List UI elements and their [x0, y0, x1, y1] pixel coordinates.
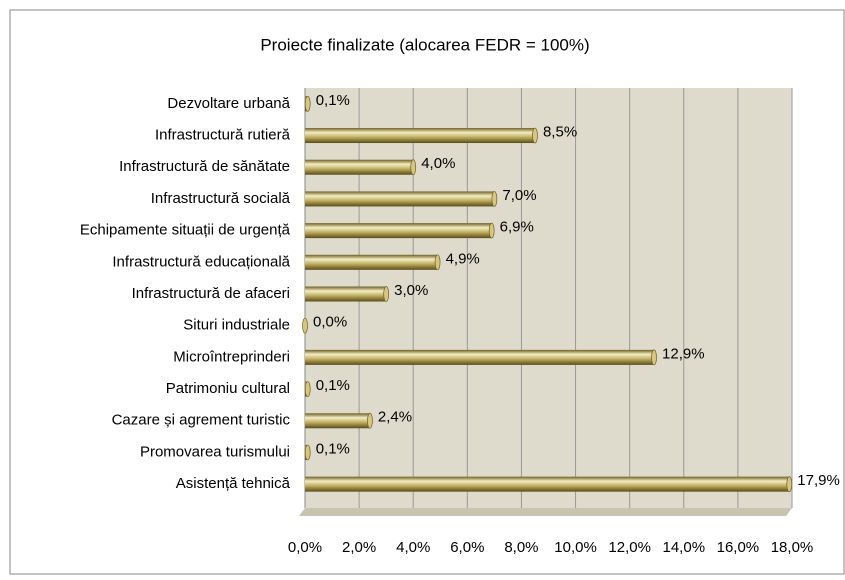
bar-cap: [532, 127, 538, 144]
bar-cap: [786, 476, 793, 493]
value-label: 12,9%: [662, 345, 705, 362]
bar-cap: [434, 254, 441, 271]
bar: [305, 254, 438, 270]
bar-cap: [383, 286, 390, 302]
value-label: 4,9%: [446, 250, 480, 267]
bar-cap: [304, 444, 311, 461]
x-tick-label: 10,0%: [554, 539, 597, 556]
y-tick-label: Dezvoltare urbană: [167, 95, 290, 112]
value-label: 2,4%: [378, 409, 412, 426]
value-label: 17,9%: [797, 472, 840, 489]
y-tick-label: Infrastructură rutieră: [155, 127, 291, 144]
y-tick-label: Infrastructură educațională: [112, 253, 290, 270]
value-label: 0,1%: [316, 92, 350, 109]
y-tick-label: Microîntreprinderi: [173, 348, 290, 365]
y-tick-label: Patrimoniu cultural: [166, 380, 290, 397]
y-tick-label: Cazare și agrement turistic: [112, 412, 291, 429]
chart-title: Proiecte finalizate (alocarea FEDR = 100…: [260, 35, 589, 54]
y-tick-label: Promovarea turismului: [140, 443, 290, 460]
x-tick-label: 2,0%: [342, 539, 376, 556]
value-label: 4,0%: [421, 155, 455, 172]
x-tick-label: 8,0%: [504, 539, 538, 556]
y-tick-label: Situri industriale: [183, 317, 290, 334]
plot-floor: [299, 508, 792, 516]
value-label: 7,0%: [502, 187, 536, 204]
bar-cap: [367, 412, 373, 429]
y-tick-label: Echipamente situații de urgență: [80, 222, 291, 239]
bar: [305, 159, 414, 175]
y-tick-label: Infrastructură de afaceri: [132, 285, 290, 302]
x-tick-label: 14,0%: [663, 539, 706, 556]
value-label: 6,9%: [500, 219, 534, 236]
bar-cap: [488, 222, 495, 239]
bar-cap: [304, 95, 311, 112]
bar-cap: [491, 191, 498, 207]
y-tick-label: Infrastructură socială: [151, 190, 291, 207]
bar: [305, 128, 535, 144]
bar: [305, 476, 790, 492]
x-tick-label: 18,0%: [771, 539, 814, 556]
x-tick-label: 6,0%: [450, 539, 484, 556]
bar-cap: [302, 317, 308, 334]
x-tick-label: 16,0%: [717, 539, 760, 556]
y-tick-label: Infrastructură de sănătate: [119, 158, 290, 175]
bar: [305, 413, 370, 429]
value-label: 0,1%: [316, 440, 350, 457]
bar-cap: [304, 381, 311, 397]
bar: [305, 191, 495, 207]
x-tick-label: 4,0%: [396, 539, 430, 556]
bar: [305, 223, 492, 239]
x-tick-label: 12,0%: [608, 539, 651, 556]
bar: [305, 349, 655, 365]
value-label: 0,0%: [313, 314, 347, 331]
value-label: 0,1%: [316, 377, 350, 394]
bar-cap: [651, 349, 657, 366]
bar: [305, 286, 387, 302]
value-label: 3,0%: [394, 282, 428, 299]
x-tick-label: 0,0%: [288, 539, 322, 556]
value-label: 8,5%: [543, 124, 577, 141]
bar-cap: [410, 159, 417, 176]
y-tick-label: Asistență tehnică: [176, 475, 291, 492]
